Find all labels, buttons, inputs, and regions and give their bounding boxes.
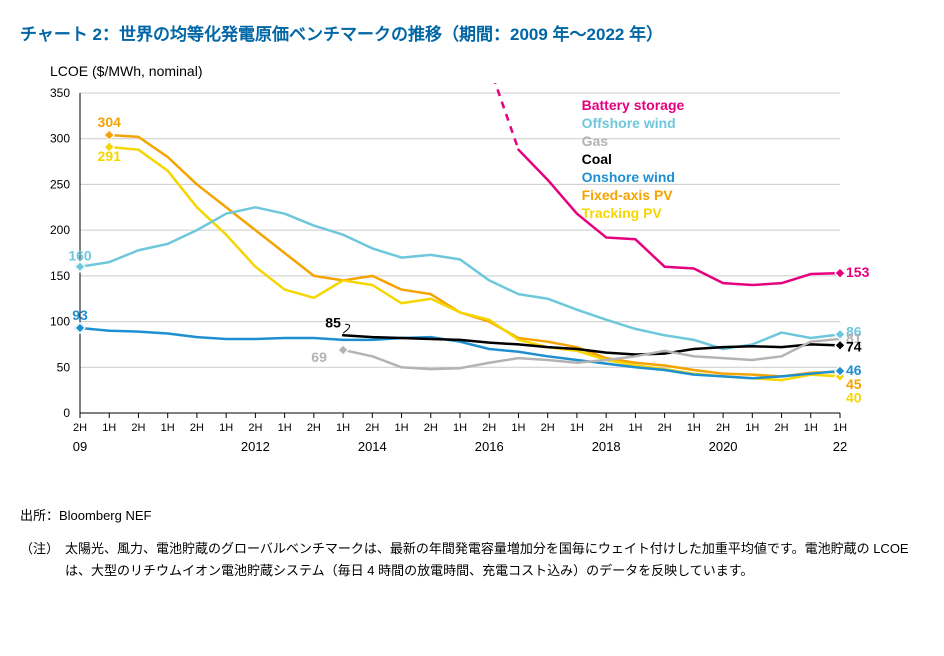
svg-text:2012: 2012 [241,439,270,454]
footnote-label: （注） [20,538,59,582]
svg-text:153: 153 [846,264,870,280]
svg-text:1H: 1H [453,422,467,434]
svg-text:100: 100 [50,315,70,329]
svg-text:22: 22 [833,439,847,454]
svg-text:2H: 2H [248,422,262,434]
svg-text:2H: 2H [716,422,730,434]
svg-text:2H: 2H [365,422,379,434]
y-axis-label: LCOE ($/MWh, nominal) [50,63,924,79]
svg-text:2016: 2016 [475,439,504,454]
svg-text:40: 40 [846,389,862,405]
legend-item: Tracking PV [582,205,662,221]
svg-text:93: 93 [72,307,88,323]
svg-text:0: 0 [63,406,70,420]
svg-text:150: 150 [50,269,70,283]
svg-text:304: 304 [98,114,122,130]
svg-text:1H: 1H [102,422,116,434]
svg-text:2H: 2H [775,422,789,434]
svg-text:1H: 1H [570,422,584,434]
legend-item: Coal [582,151,612,167]
svg-text:1H: 1H [336,422,350,434]
svg-text:2H: 2H [482,422,496,434]
svg-text:2014: 2014 [358,439,387,454]
legend-item: Fixed-axis PV [582,187,673,203]
svg-text:2H: 2H [73,422,87,434]
svg-text:1H: 1H [395,422,409,434]
svg-text:350: 350 [50,86,70,100]
legend-item: Offshore wind [582,115,676,131]
svg-text:2H: 2H [307,422,321,434]
svg-text:291: 291 [98,148,122,164]
svg-text:69: 69 [311,349,327,365]
svg-text:200: 200 [50,223,70,237]
svg-text:1H: 1H [278,422,292,434]
svg-text:1H: 1H [161,422,175,434]
svg-text:1H: 1H [511,422,525,434]
svg-text:300: 300 [50,132,70,146]
svg-text:50: 50 [57,360,71,374]
legend-item: Onshore wind [582,169,675,185]
svg-text:2H: 2H [131,422,145,434]
svg-text:2018: 2018 [592,439,621,454]
svg-text:2H: 2H [658,422,672,434]
footnote: （注） 太陽光、風力、電池貯蔵のグローバルベンチマークは、最新の年間発電容量増加… [20,538,924,582]
svg-text:1H: 1H [804,422,818,434]
chart-container: 0 50 100 150 200 250 300 350 2H 1H 2H 1H 2H 1H 2H 1H 2H 1… [20,83,880,483]
svg-text:09: 09 [73,439,87,454]
source-text: 出所：Bloomberg NEF [20,505,924,524]
svg-text:160: 160 [68,248,92,264]
legend-item: Gas [582,133,608,149]
svg-text:2H: 2H [599,422,613,434]
svg-text:1H: 1H [219,422,233,434]
svg-text:2020: 2020 [709,439,738,454]
svg-text:85: 85 [325,314,341,330]
svg-text:2H: 2H [190,422,204,434]
svg-text:2H: 2H [424,422,438,434]
chart-title: チャート 2：世界の均等化発電原価ベンチマークの推移（期間：2009 年～202… [20,20,924,45]
svg-text:1H: 1H [687,422,701,434]
svg-text:1H: 1H [745,422,759,434]
svg-text:1H: 1H [628,422,642,434]
svg-text:74: 74 [846,338,862,354]
lcoe-chart: 0 50 100 150 200 250 300 350 2H 1H 2H 1H 2H 1H 2H 1H 2H 1… [20,83,880,483]
svg-text:1H: 1H [833,422,847,434]
footnote-body: 太陽光、風力、電池貯蔵のグローバルベンチマークは、最新の年間発電容量増加分を国毎… [65,538,924,582]
svg-text:250: 250 [50,177,70,191]
svg-text:2H: 2H [541,422,555,434]
legend-item: Battery storage [582,97,685,113]
